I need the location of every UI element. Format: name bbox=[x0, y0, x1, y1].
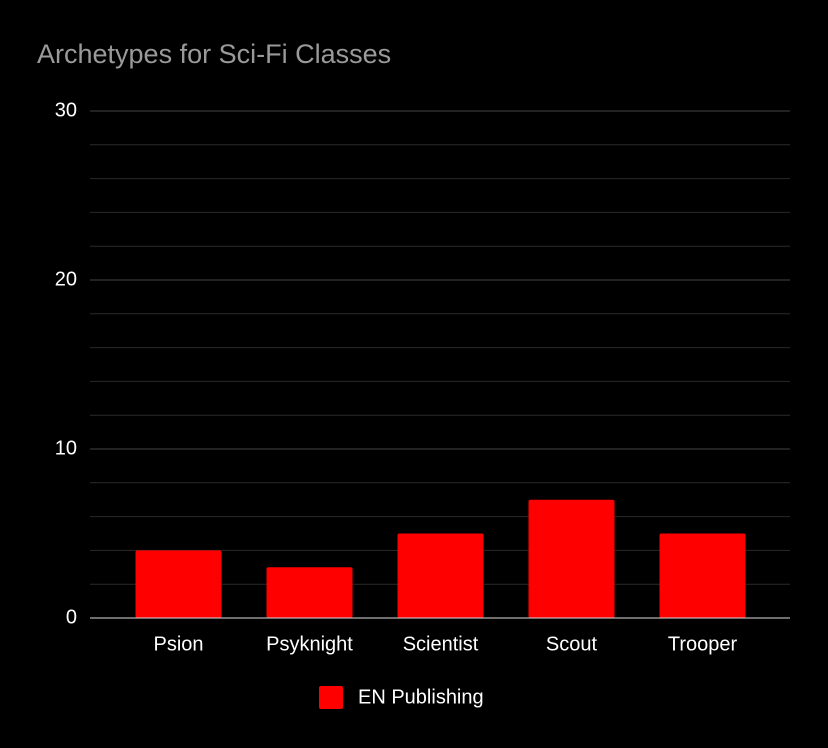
bar bbox=[266, 567, 353, 618]
y-tick-label: 30 bbox=[55, 99, 77, 121]
bar bbox=[397, 533, 484, 618]
legend-label: EN Publishing bbox=[358, 686, 484, 708]
legend-swatch bbox=[319, 686, 343, 709]
bar bbox=[659, 533, 746, 618]
x-tick-label: Trooper bbox=[668, 633, 738, 655]
chart-title: Archetypes for Sci-Fi Classes bbox=[37, 39, 391, 69]
x-tick-label: Scout bbox=[546, 633, 598, 655]
y-tick-label: 0 bbox=[66, 606, 77, 628]
x-tick-label: Psion bbox=[153, 633, 203, 655]
y-tick-label: 20 bbox=[55, 268, 77, 290]
y-tick-label: 10 bbox=[55, 437, 77, 459]
x-tick-label: Psyknight bbox=[266, 633, 353, 655]
bar bbox=[528, 499, 615, 618]
x-tick-label: Scientist bbox=[403, 633, 479, 655]
bar bbox=[135, 550, 222, 618]
